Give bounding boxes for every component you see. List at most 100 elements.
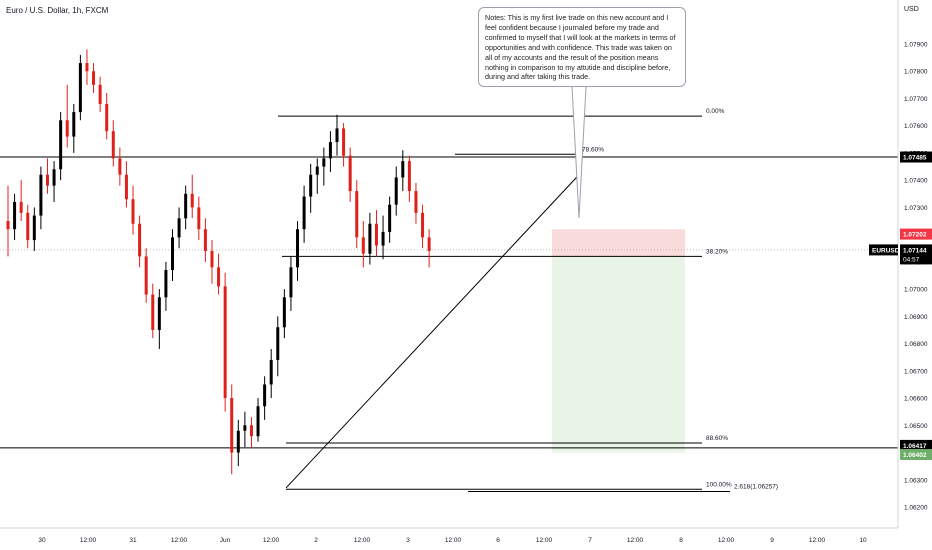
candle-body bbox=[92, 71, 96, 85]
candle-body bbox=[13, 201, 17, 230]
y-tick-label: 1.07000 bbox=[904, 287, 928, 294]
candle-body bbox=[65, 120, 69, 137]
price-tag-box bbox=[900, 244, 932, 265]
candle-body bbox=[335, 128, 339, 143]
fib-label: 0.00% bbox=[706, 108, 725, 115]
y-tick-label: 1.07800 bbox=[904, 69, 928, 76]
price-tag-countdown: 04:57 bbox=[903, 256, 920, 263]
price-tag-label: 1.07144 bbox=[903, 247, 927, 254]
candle-body bbox=[39, 174, 43, 216]
candle-body bbox=[157, 297, 161, 330]
candle-body bbox=[322, 158, 326, 167]
candle-body bbox=[52, 169, 56, 186]
candle-body bbox=[302, 196, 306, 230]
candle-body bbox=[6, 221, 10, 230]
candle-body bbox=[256, 406, 260, 437]
candle-body bbox=[184, 193, 188, 219]
candle-body bbox=[282, 297, 286, 328]
take-profit-zone bbox=[552, 256, 685, 453]
candle-body bbox=[243, 425, 247, 431]
candle-body bbox=[177, 218, 181, 238]
candle-body bbox=[296, 229, 300, 268]
candle-body bbox=[203, 229, 207, 251]
price-tag-box bbox=[869, 244, 898, 256]
y-tick-label: 1.07900 bbox=[904, 42, 928, 49]
candle-body bbox=[249, 425, 253, 437]
candle-body bbox=[348, 155, 352, 192]
x-tick-label: 12:00 bbox=[536, 537, 553, 544]
candle-body bbox=[269, 359, 273, 385]
candle-body bbox=[72, 112, 76, 137]
y-tick-label: 1.07700 bbox=[904, 96, 928, 103]
candles bbox=[6, 49, 431, 475]
candle-body bbox=[45, 174, 49, 186]
candle-body bbox=[144, 256, 148, 295]
candle-body bbox=[381, 231, 385, 246]
fib-label: 38.20% bbox=[706, 248, 728, 255]
fib-label: 100.00% bbox=[706, 481, 732, 488]
x-tick-label: 12:00 bbox=[809, 537, 826, 544]
price-tag-label: 1.06402 bbox=[903, 452, 927, 459]
candle-body bbox=[151, 294, 155, 330]
candle-body bbox=[230, 398, 234, 453]
candle-body bbox=[401, 161, 405, 178]
y-tick-label: 1.06800 bbox=[904, 341, 928, 348]
x-tick-label: 12:00 bbox=[718, 537, 735, 544]
x-tick-label: 9 bbox=[770, 537, 774, 544]
candle-body bbox=[236, 430, 240, 453]
candle-body bbox=[414, 191, 418, 213]
currency-label: USD bbox=[904, 6, 919, 13]
x-tick-label: 12:00 bbox=[354, 537, 371, 544]
y-tick-label: 1.06300 bbox=[904, 477, 928, 484]
y-tick-label: 1.06200 bbox=[904, 505, 928, 512]
candle-body bbox=[118, 158, 122, 175]
x-tick-label: 12:00 bbox=[627, 537, 644, 544]
y-tick-label: 1.06700 bbox=[904, 368, 928, 375]
price-tag-box bbox=[900, 439, 932, 451]
trend-line bbox=[285, 174, 580, 489]
candle-body bbox=[394, 177, 398, 205]
candle-body bbox=[138, 223, 142, 257]
candle-body bbox=[421, 212, 425, 238]
candle-body bbox=[427, 237, 431, 251]
candle-body bbox=[190, 193, 194, 208]
price-tag-box bbox=[900, 448, 932, 460]
x-tick-label: 6 bbox=[496, 537, 500, 544]
x-tick-label: 12:00 bbox=[445, 537, 462, 544]
x-tick-label: 2 bbox=[314, 537, 318, 544]
candle-body bbox=[210, 250, 214, 268]
candle-body bbox=[328, 142, 332, 159]
candle-body bbox=[309, 174, 313, 197]
note-callout[interactable]: Notes: This is my first live trade on th… bbox=[478, 7, 686, 87]
price-tag-label: EURUSD bbox=[872, 247, 900, 254]
candle-body bbox=[289, 267, 293, 298]
candle-body bbox=[164, 270, 168, 298]
candle-body bbox=[342, 128, 346, 156]
candle-body bbox=[368, 223, 372, 254]
candle-body bbox=[263, 384, 267, 407]
candle-body bbox=[19, 201, 23, 213]
candle-body bbox=[85, 63, 89, 72]
y-tick-label: 1.07400 bbox=[904, 178, 928, 185]
candle-body bbox=[315, 166, 319, 175]
candle-body bbox=[98, 84, 102, 104]
candle-body bbox=[276, 327, 280, 360]
candle-body bbox=[361, 237, 365, 254]
y-tick-label: 1.06600 bbox=[904, 396, 928, 403]
candle-body bbox=[124, 174, 128, 200]
x-tick-label: 7 bbox=[588, 537, 592, 544]
x-tick-label: 12:00 bbox=[171, 537, 188, 544]
fib-label: 78.60% bbox=[582, 146, 604, 153]
drawing-lines bbox=[0, 86, 898, 492]
candle-body bbox=[217, 267, 221, 287]
candle-body bbox=[59, 120, 63, 170]
x-tick-label: Jun bbox=[220, 537, 231, 544]
chart-title: Euro / U.S. Dollar, 1h, FXCM bbox=[6, 6, 109, 15]
price-tag-box bbox=[900, 151, 932, 163]
position-zones bbox=[552, 229, 685, 453]
candle-body bbox=[374, 223, 378, 246]
candle-body bbox=[26, 212, 30, 241]
candle-body bbox=[355, 191, 359, 238]
